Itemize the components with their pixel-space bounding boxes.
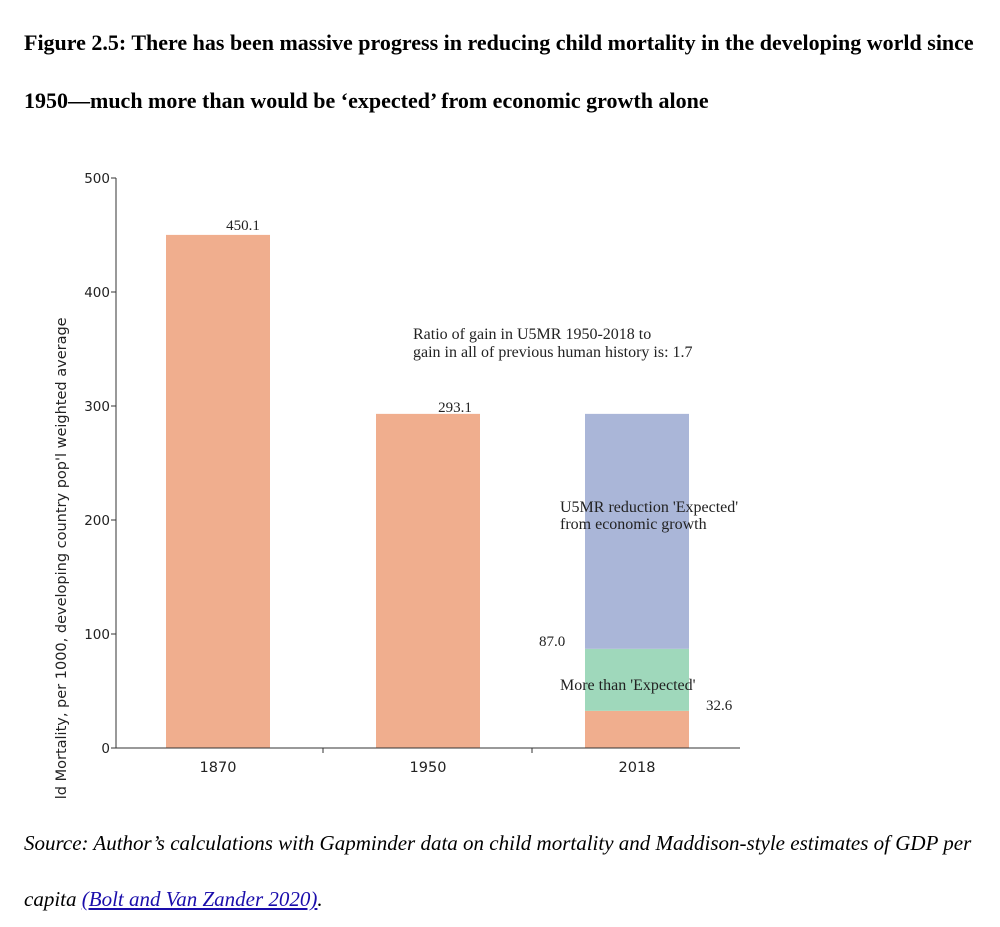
- source-text: Source: Author’s calculations with Gapmi…: [24, 831, 972, 911]
- bar-2018-segment-2: [585, 648, 689, 711]
- child-mortality-chart: 0 100 200 300 400 500 1870 1950 2018 Child Morta…: [54, 171, 740, 800]
- source-note: Source: Author’s calculations with Gapmi…: [24, 815, 984, 927]
- y-axis-label: Child Mortality, per 1000, developing co…: [54, 317, 70, 800]
- source-link[interactable]: (Bolt and Van Zander 2020): [81, 887, 318, 911]
- figure-title: Figure 2.5: There has been massive progr…: [24, 30, 974, 113]
- source-end: .: [317, 887, 323, 911]
- x-tick-label-1950: 1950: [410, 760, 447, 776]
- expected-annotation-line1: U5MR reduction 'Expected': [560, 499, 738, 516]
- y-tick-label-500: 500: [84, 171, 110, 187]
- y-tick-label-0: 0: [101, 741, 110, 757]
- y-tick-label-300: 300: [84, 399, 110, 415]
- bar-2018-segment-1: [585, 710, 689, 748]
- value-label-2018-bottom: 32.6: [706, 698, 733, 714]
- plot-area: 0 100 200 300 400 500 1870 1950 2018: [84, 171, 740, 776]
- more-than-expected-annotation: More than 'Expected': [560, 677, 696, 694]
- value-label-2018-top: 87.0: [539, 634, 565, 650]
- bar-1950-segment-1: [376, 413, 480, 748]
- y-tick-label-200: 200: [84, 513, 110, 529]
- bar-1870-segment-1: [166, 234, 270, 749]
- ratio-annotation-line2: gain in all of previous human history is…: [413, 344, 693, 361]
- bar-2018-segment-3: [585, 413, 689, 649]
- x-tick-label-1870: 1870: [200, 760, 237, 776]
- expected-annotation-line2: from economic growth: [560, 516, 707, 533]
- value-label-1870: 450.1: [226, 218, 260, 234]
- y-tick-label-100: 100: [84, 627, 110, 643]
- y-tick-label-400: 400: [84, 285, 110, 301]
- value-label-1950: 293.1: [438, 400, 472, 416]
- x-tick-label-2018: 2018: [619, 760, 656, 776]
- ratio-annotation-line1: Ratio of gain in U5MR 1950-2018 to: [413, 326, 651, 343]
